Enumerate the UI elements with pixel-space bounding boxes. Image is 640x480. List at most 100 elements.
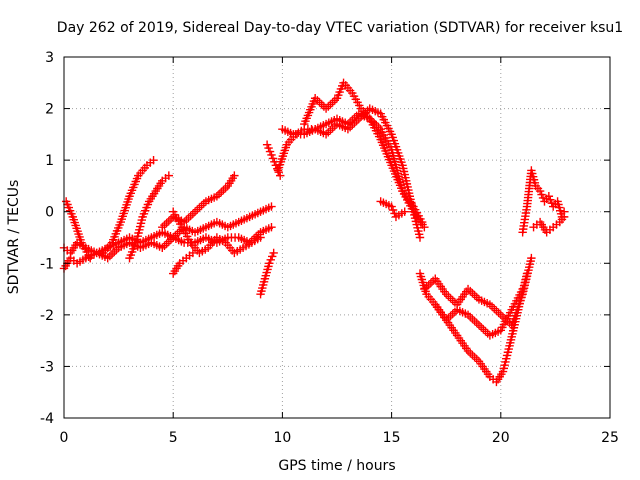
- data-point: [188, 248, 198, 258]
- data-point: [403, 182, 412, 192]
- data-point: [502, 351, 512, 360]
- data-point: [265, 147, 275, 156]
- data-point: [63, 200, 72, 209]
- data-point: [137, 215, 147, 225]
- data-point: [392, 145, 402, 155]
- data-point: [133, 232, 142, 241]
- data-point: [149, 155, 158, 165]
- series-arc7: [169, 207, 265, 258]
- data-point: [141, 206, 150, 215]
- data-point: [126, 250, 136, 260]
- data-point: [501, 357, 510, 367]
- data-point: [257, 286, 266, 296]
- series-arc14: [376, 197, 409, 222]
- y-tick-label: -1: [40, 256, 54, 272]
- data-point: [142, 203, 151, 212]
- y-tick-label: 1: [45, 153, 54, 169]
- data-point: [554, 200, 563, 209]
- data-point: [129, 244, 138, 254]
- data-point: [400, 170, 409, 179]
- y-tick-label: -2: [40, 308, 54, 324]
- data-point: [396, 154, 405, 164]
- x-tick-label: 0: [60, 430, 69, 446]
- data-point: [544, 192, 554, 201]
- data-point: [132, 235, 142, 244]
- data-point: [334, 90, 343, 100]
- data-point: [393, 148, 403, 158]
- data-point: [395, 151, 404, 161]
- data-point: [164, 171, 174, 180]
- x-axis-label: GPS time / hours: [278, 458, 395, 474]
- data-point: [335, 87, 344, 97]
- data-point: [67, 209, 76, 218]
- y-tick-label: 3: [45, 50, 54, 66]
- data-point: [502, 354, 511, 363]
- data-point: [332, 94, 342, 103]
- data-point: [260, 274, 270, 283]
- data-point: [268, 154, 278, 163]
- series-arc5: [125, 171, 174, 263]
- data-point: [130, 241, 139, 250]
- data-point: [143, 200, 153, 209]
- data-point: [556, 206, 565, 215]
- data-point: [537, 190, 546, 199]
- series-arc8: [169, 248, 198, 278]
- data-point: [65, 206, 75, 215]
- x-tick-label: 15: [383, 430, 401, 446]
- data-point: [387, 202, 396, 211]
- data-point: [555, 203, 564, 212]
- data-point: [230, 171, 239, 180]
- series-arc6: [158, 171, 239, 232]
- data-point: [530, 178, 540, 188]
- data-point: [391, 142, 401, 151]
- data-point: [256, 290, 265, 299]
- data-point: [390, 139, 400, 148]
- plot-frame: [63, 56, 611, 419]
- data-point: [400, 207, 409, 216]
- x-tick-label: 20: [492, 430, 510, 446]
- data-point: [498, 367, 508, 376]
- data-point: [64, 203, 74, 212]
- axis-layer: 0 5 10 15 20 25 -4 -3 -2 -1 0 1 2 3: [40, 50, 619, 446]
- data-point: [404, 185, 413, 195]
- data-point: [413, 223, 422, 233]
- data-point: [399, 167, 409, 176]
- data-point: [527, 253, 536, 263]
- data-point: [398, 161, 407, 170]
- data-point: [389, 136, 398, 145]
- data-point: [414, 230, 424, 239]
- data-point: [267, 202, 276, 211]
- data-point: [388, 133, 397, 142]
- data-point: [266, 255, 275, 265]
- data-point: [509, 314, 519, 324]
- data-point: [503, 348, 513, 357]
- data-point: [258, 283, 267, 293]
- data-point: [268, 252, 277, 261]
- data-point: [559, 212, 569, 222]
- data-point: [528, 172, 538, 181]
- data-point: [546, 195, 555, 204]
- x-tick-label: 5: [169, 430, 178, 446]
- data-point: [529, 175, 539, 184]
- data-point: [263, 265, 272, 274]
- grid-layer: [64, 57, 610, 418]
- data-point: [136, 219, 146, 228]
- x-tick-label: 10: [273, 430, 291, 446]
- data-point: [86, 253, 95, 263]
- data-point: [134, 228, 143, 238]
- data-point: [388, 205, 398, 215]
- data-point: [547, 198, 556, 208]
- data-point: [135, 222, 145, 231]
- data-point: [135, 225, 144, 234]
- data-point: [267, 222, 276, 232]
- data-point: [262, 268, 271, 277]
- data-point: [264, 262, 273, 271]
- data-point: [402, 179, 412, 189]
- series-arc19: [529, 212, 569, 237]
- data-point: [507, 320, 516, 330]
- data-point: [267, 150, 276, 160]
- data-point: [553, 197, 562, 206]
- data-point: [259, 277, 269, 287]
- data-point: [139, 209, 149, 218]
- data-point: [258, 280, 268, 290]
